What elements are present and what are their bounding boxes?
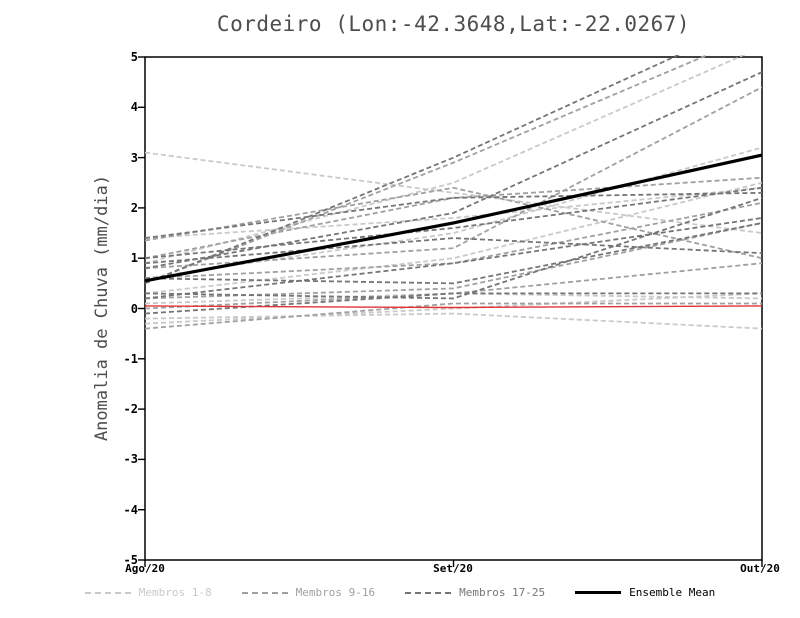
legend-line-swatch xyxy=(241,591,288,594)
member-line xyxy=(145,262,762,310)
member-line xyxy=(145,191,762,239)
member-line xyxy=(145,186,762,260)
y-tick-label: 2 xyxy=(130,201,138,215)
ensemble-mean-line xyxy=(145,153,762,283)
legend-item-ensemble-mean: Ensemble Mean xyxy=(575,586,715,599)
ensemble-member-lines xyxy=(145,55,762,330)
member-line xyxy=(145,217,762,300)
member-line xyxy=(145,55,746,265)
y-tick-label: 4 xyxy=(130,100,138,114)
chart-legend: Membros 1-8 Membros 9-16 Membros 17-25 E… xyxy=(0,586,800,599)
chart-title: Cordeiro (Lon:-42.3648,Lat:-22.0267) xyxy=(216,12,691,36)
member-line xyxy=(145,312,762,330)
member-line xyxy=(145,186,762,239)
legend-line-swatch xyxy=(84,591,131,594)
member-line xyxy=(145,292,762,315)
y-tick-label: 3 xyxy=(130,151,138,165)
member-line xyxy=(145,71,762,270)
legend-label: Membros 1-8 xyxy=(138,586,212,599)
member-line xyxy=(145,222,762,285)
member-line xyxy=(145,196,762,300)
y-tick-label: -1 xyxy=(123,352,138,366)
y-tick-label: 5 xyxy=(130,50,138,64)
y-tick-label: -5 xyxy=(123,553,138,567)
axis-ticks xyxy=(138,56,763,567)
member-line xyxy=(145,181,762,295)
legend-item-membros-1-8: Membros 1-8 xyxy=(84,586,212,599)
zero-reference-line xyxy=(145,305,762,309)
member-line xyxy=(145,201,762,280)
legend-label: Ensemble Mean xyxy=(629,586,716,599)
x-tick-label: Ago/20 xyxy=(125,562,165,575)
member-line xyxy=(145,302,762,330)
legend-line-swatch xyxy=(575,591,622,594)
member-line xyxy=(145,237,762,265)
member-line xyxy=(145,55,710,285)
y-tick-label: -3 xyxy=(123,452,138,466)
legend-item-membros-17-25: Membros 17-25 xyxy=(405,586,545,599)
legend-item-membros-9-16: Membros 9-16 xyxy=(241,586,376,599)
member-line xyxy=(145,292,762,325)
y-tick-label: -4 xyxy=(123,503,138,517)
legend-label: Membros 9-16 xyxy=(295,586,376,599)
x-tick-label: Out/20 xyxy=(740,562,780,575)
y-tick-label: 0 xyxy=(130,302,138,316)
member-line xyxy=(145,176,762,260)
x-tick-label: Set/20 xyxy=(433,562,473,575)
y-tick-label: 1 xyxy=(130,251,138,265)
legend-line-swatch xyxy=(405,591,452,594)
y-tick-label: -2 xyxy=(123,402,138,416)
member-line xyxy=(145,222,762,300)
legend-label: Membros 17-25 xyxy=(459,586,546,599)
